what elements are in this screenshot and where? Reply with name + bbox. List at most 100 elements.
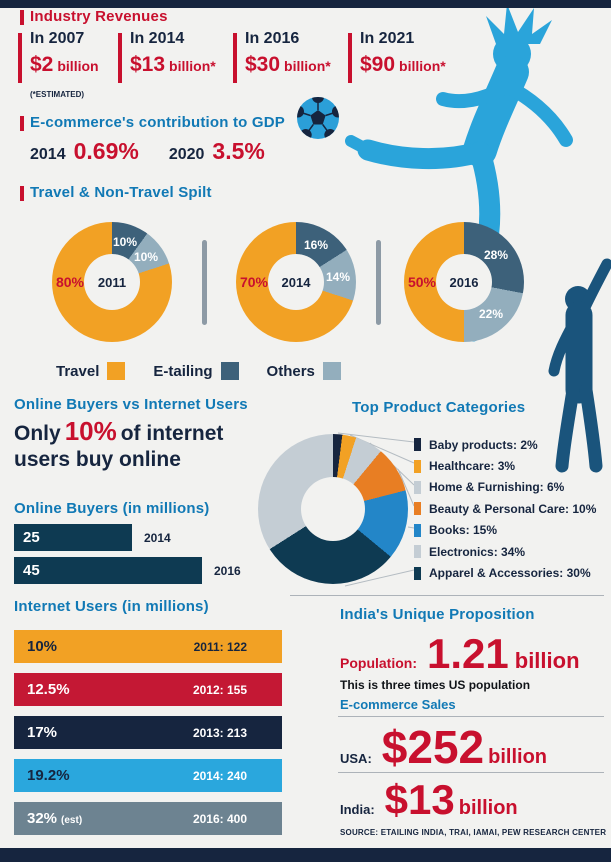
- bar-year: 2016: [214, 563, 241, 578]
- top-border-bar: [0, 0, 611, 8]
- india-value: $13: [384, 776, 455, 823]
- bar-pct: 17%: [27, 724, 58, 741]
- statement-line2: users buy online: [14, 448, 181, 472]
- legend-swatch-travel: [107, 362, 126, 380]
- bar-label: 2014: 240: [192, 768, 247, 783]
- revenue-amount: $90: [360, 53, 396, 76]
- bar-pct: 12.5%: [27, 681, 70, 698]
- section-divider: [290, 595, 604, 596]
- row-divider: [338, 716, 604, 717]
- red-tick: [20, 116, 24, 131]
- section-title-gdp: E-commerce's contribution to GDP: [30, 114, 285, 131]
- section-travel-split-header: Travel & Non-Travel Spilt: [20, 184, 212, 202]
- usa-value: $252: [381, 721, 485, 773]
- online-buyers-row-2016: 45 2016: [14, 557, 241, 584]
- section-industry-revenues-header: Industry Revenues: [20, 8, 168, 26]
- legend-swatch: [414, 566, 421, 580]
- legend-swatch: [414, 523, 421, 537]
- revenue-period: In 2016: [245, 30, 300, 47]
- travel-donut-2014: 2014 16% 14% 70%: [236, 222, 356, 342]
- legend-label-others: Others: [266, 362, 315, 380]
- travel-legend: Travel E-tailing Others: [56, 362, 341, 380]
- internet-users-bar-2013: 17% 2013: 213: [14, 716, 282, 749]
- red-tick: [20, 10, 24, 25]
- revenue-item-2014: In 2014 $13 billion*: [118, 30, 226, 83]
- red-tick: [20, 186, 24, 201]
- internet-users-bar-2011: 10% 2011: 122: [14, 630, 282, 663]
- bar-pct: 19.2%: [27, 767, 70, 784]
- usa-unit: billion: [488, 746, 548, 768]
- revenue-period: In 2007: [30, 30, 85, 47]
- population-row: Population: 1.21 billion: [340, 630, 580, 678]
- legend-label-travel: Travel: [56, 362, 100, 380]
- section-title-online-vs-internet: Online Buyers vs Internet Users: [14, 396, 248, 413]
- revenue-item-2021: In 2021 $90 billion*: [348, 30, 456, 83]
- internet-users-bar-2012: 12.5% 2012: 155: [14, 673, 282, 706]
- red-tick: [233, 33, 237, 83]
- online-buyers-statement: Only 10% of internet users buy online: [14, 416, 314, 472]
- travel-donut-2016: 2016 28% 22% 50%: [404, 222, 524, 342]
- revenue-unit: billion*: [284, 58, 331, 74]
- internet-users-bar-2014: 19.2% 2014: 240: [14, 759, 282, 792]
- india-label: India:: [340, 802, 375, 817]
- donut-divider: [202, 240, 207, 325]
- internet-users-bar-2016: 32% (est) 2016: 400: [14, 802, 282, 835]
- online-buyers-bar: 25: [14, 524, 132, 551]
- section-gdp-header: E-commerce's contribution to GDP: [20, 114, 285, 132]
- gdp-value: 3.5%: [212, 138, 265, 164]
- gdp-values: 2014 0.69% 2020 3.5%: [30, 138, 265, 165]
- legend-swatch: [414, 438, 421, 452]
- legend-swatch: [414, 480, 421, 494]
- population-label: Population:: [340, 655, 417, 671]
- others-share-label: 10%: [133, 250, 159, 264]
- travel-share-label: 50%: [407, 274, 437, 290]
- revenue-item-2016: In 2016 $30 billion*: [233, 30, 341, 83]
- legend-swatch: [414, 459, 421, 473]
- revenue-unit: billion*: [169, 58, 216, 74]
- statement-highlight: 10%: [64, 416, 117, 446]
- legend-item-apparel: Apparel & Accessories: 30%: [414, 562, 596, 583]
- bar-value: 25: [23, 529, 40, 546]
- legend-item-electronics: Electronics: 34%: [414, 541, 596, 562]
- estimated-footnote: (*ESTIMATED): [30, 90, 85, 99]
- section-title-industry-revenues: Industry Revenues: [30, 8, 168, 25]
- bar-value: 45: [23, 562, 40, 579]
- bar-label: 2012: 155: [192, 682, 247, 697]
- legend-swatch: [414, 545, 421, 559]
- legend-swatch: [414, 502, 421, 516]
- etailing-share-label: 28%: [483, 248, 509, 262]
- travel-share-label: 70%: [239, 274, 269, 290]
- population-value: 1.21: [427, 630, 509, 677]
- india-unit: billion: [458, 797, 518, 819]
- categories-donut: [258, 434, 408, 584]
- soccer-ball-icon: [297, 97, 339, 139]
- others-share-label: 22%: [478, 307, 504, 321]
- bar-label: 2016: 400: [192, 811, 247, 826]
- gdp-value: 0.69%: [73, 138, 139, 164]
- others-share-label: 14%: [325, 270, 351, 284]
- statement-pre: Only: [14, 422, 61, 445]
- usa-sales-row: USA: $252 billion: [340, 720, 547, 774]
- red-tick: [118, 33, 122, 83]
- source-credit: SOURCE: ETAILING INDIA, TRAI, IAMAI, PEW…: [340, 828, 607, 837]
- revenue-period: In 2014: [130, 30, 185, 47]
- revenue-amount: $13: [130, 53, 166, 76]
- donut-hole: [301, 477, 365, 541]
- revenue-item-2007: In 2007 $2 billion: [18, 30, 118, 83]
- gdp-year: 2020: [168, 146, 205, 163]
- bar-label: 2013: 213: [192, 725, 247, 740]
- etailing-share-label: 16%: [303, 238, 329, 252]
- bar-label: 2011: 122: [193, 639, 247, 654]
- online-buyers-row-2014: 25 2014: [14, 524, 171, 551]
- legend-swatch-etailing: [220, 362, 239, 380]
- donut-year-label: 2016: [436, 254, 492, 310]
- population-unit: billion: [514, 648, 580, 673]
- revenue-unit: billion: [57, 58, 99, 74]
- bar-year: 2014: [144, 530, 171, 545]
- travel-share-label: 80%: [55, 274, 85, 290]
- section-title-travel-split: Travel & Non-Travel Spilt: [30, 184, 212, 201]
- donut-year-label: 2014: [268, 254, 324, 310]
- section-title-top-categories: Top Product Categories: [352, 399, 526, 416]
